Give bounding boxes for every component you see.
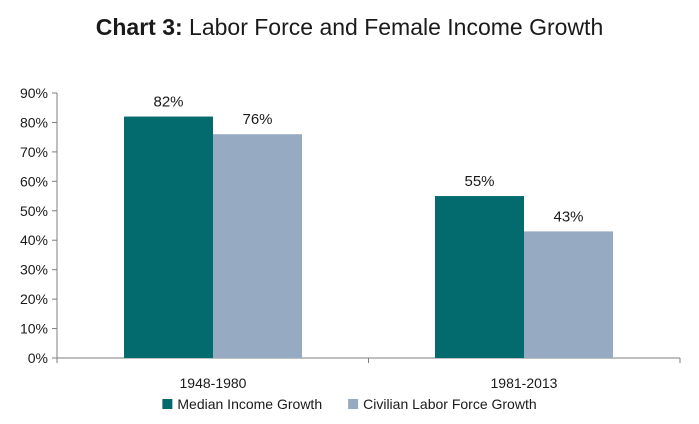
y-tick-label: 0% [28,350,48,366]
legend-swatch [348,399,359,409]
x-tick-label: 1981-2013 [491,375,558,391]
bar [124,116,213,358]
x-axis: 1948-1980 1981-2013 [56,357,681,391]
data-label: 76% [242,111,272,128]
y-tick-label: 10% [20,321,48,337]
bar [435,196,524,358]
legend-swatch [162,399,173,409]
chart-title-main: Labor Force and Female Income Growth [189,14,604,40]
y-tick-label: 90% [20,85,48,101]
legend-label: Civilian Labor Force Growth [363,396,537,412]
y-tick-label: 50% [20,203,48,219]
y-tick-label: 30% [20,262,48,278]
data-labels: 82% 55% 76% 43% [153,94,583,226]
y-tick-label: 60% [20,173,48,189]
y-tick-label: 70% [20,144,48,160]
x-tick-label: 1948-1980 [180,375,247,391]
legend: Median Income Growth Civilian Labor Force… [162,396,537,412]
bars [124,116,613,358]
y-axis: 0% 10% 20% 30% 40% 50% 60% 70% 80% 90% [20,85,58,366]
data-label: 55% [464,173,494,190]
legend-label: Median Income Growth [177,396,322,412]
y-tick-label: 80% [20,114,48,130]
data-label: 82% [153,94,183,111]
y-tick-label: 40% [20,232,48,248]
y-tick-label: 20% [20,291,48,307]
bar [213,134,302,358]
bar [524,231,613,358]
chart-title-prefix: Chart 3: [95,14,183,40]
chart-title: Chart 3: Labor Force and Female Income G… [0,14,699,41]
data-label: 43% [553,208,583,225]
